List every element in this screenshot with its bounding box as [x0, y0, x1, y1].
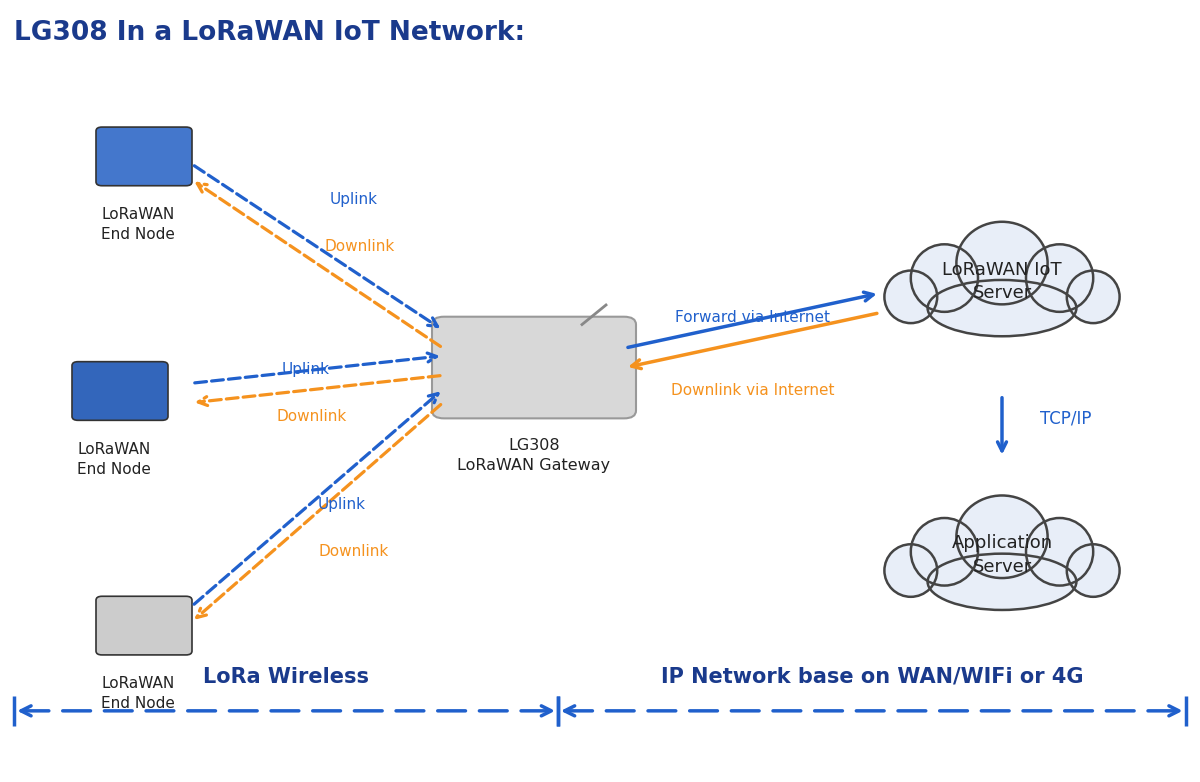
Ellipse shape	[1067, 271, 1120, 323]
Ellipse shape	[928, 280, 1076, 336]
Text: Application
Server: Application Server	[952, 534, 1052, 576]
Text: LoRaWAN
End Node: LoRaWAN End Node	[101, 676, 175, 712]
Ellipse shape	[1026, 244, 1093, 312]
Ellipse shape	[884, 271, 937, 323]
Text: LG308 In a LoRaWAN IoT Network:: LG308 In a LoRaWAN IoT Network:	[14, 20, 526, 45]
Text: LoRaWAN
End Node: LoRaWAN End Node	[101, 207, 175, 242]
Ellipse shape	[956, 496, 1048, 578]
Text: Uplink: Uplink	[318, 497, 366, 512]
Text: Downlink via Internet: Downlink via Internet	[671, 383, 834, 398]
Text: Uplink: Uplink	[330, 192, 378, 207]
Text: LoRaWAN IoT
Server: LoRaWAN IoT Server	[942, 260, 1062, 303]
FancyBboxPatch shape	[96, 596, 192, 655]
Text: LoRa Wireless: LoRa Wireless	[203, 666, 370, 687]
Ellipse shape	[928, 554, 1076, 610]
Ellipse shape	[884, 544, 937, 597]
Ellipse shape	[1067, 544, 1120, 597]
Text: TCP/IP: TCP/IP	[1040, 409, 1092, 428]
FancyBboxPatch shape	[96, 127, 192, 185]
Text: Downlink: Downlink	[276, 408, 347, 424]
Text: Uplink: Uplink	[282, 361, 330, 377]
Text: LoRaWAN
End Node: LoRaWAN End Node	[77, 442, 151, 477]
Ellipse shape	[911, 244, 978, 312]
Text: Forward via Internet: Forward via Internet	[674, 310, 830, 325]
FancyBboxPatch shape	[72, 361, 168, 420]
FancyBboxPatch shape	[432, 317, 636, 418]
Text: Downlink: Downlink	[318, 543, 389, 559]
Ellipse shape	[911, 518, 978, 586]
Text: IP Network base on WAN/WIFi or 4G: IP Network base on WAN/WIFi or 4G	[660, 666, 1084, 687]
Text: LG308
LoRaWAN Gateway: LG308 LoRaWAN Gateway	[457, 438, 611, 473]
Ellipse shape	[1026, 518, 1093, 586]
Ellipse shape	[956, 222, 1048, 304]
Text: Downlink: Downlink	[324, 239, 395, 254]
